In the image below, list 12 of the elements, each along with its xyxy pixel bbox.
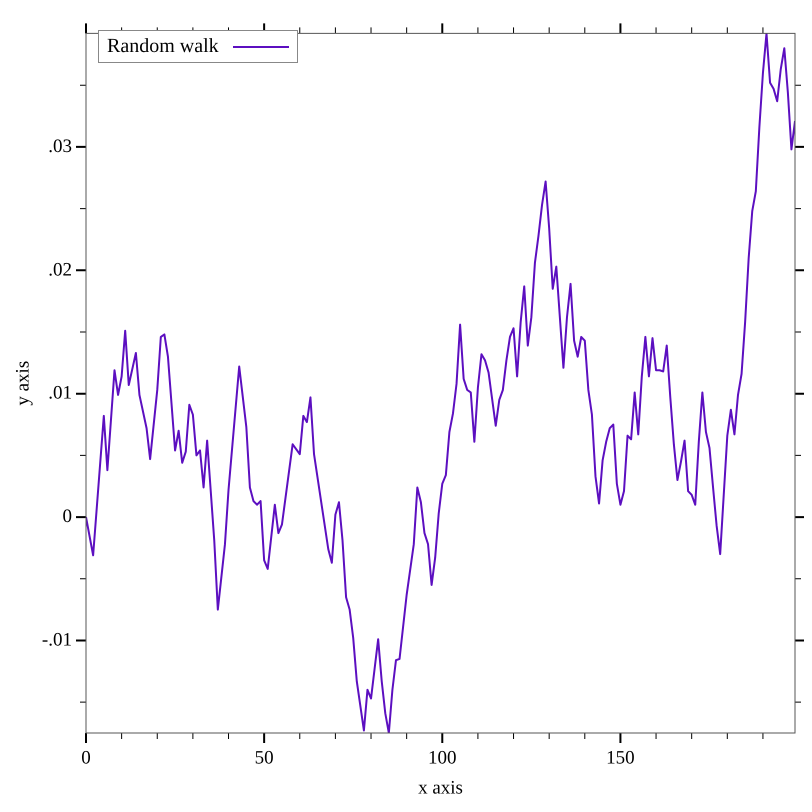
x-tick-label: 150: [606, 747, 635, 768]
y-tick-label: -.01: [42, 629, 72, 650]
legend-label: Random walk: [107, 35, 219, 58]
x-axis-title: x axis: [418, 778, 463, 799]
y-tick-label: .03: [48, 136, 72, 157]
y-tick-label: 0: [62, 506, 72, 528]
y-axis-title: y axis: [12, 360, 34, 406]
x-tick-label: 0: [81, 747, 91, 768]
x-tick-label: 100: [428, 747, 457, 768]
y-tick-label: .01: [48, 382, 72, 404]
x-tick-label: 50: [254, 747, 274, 768]
y-tick-label: .02: [48, 259, 72, 280]
